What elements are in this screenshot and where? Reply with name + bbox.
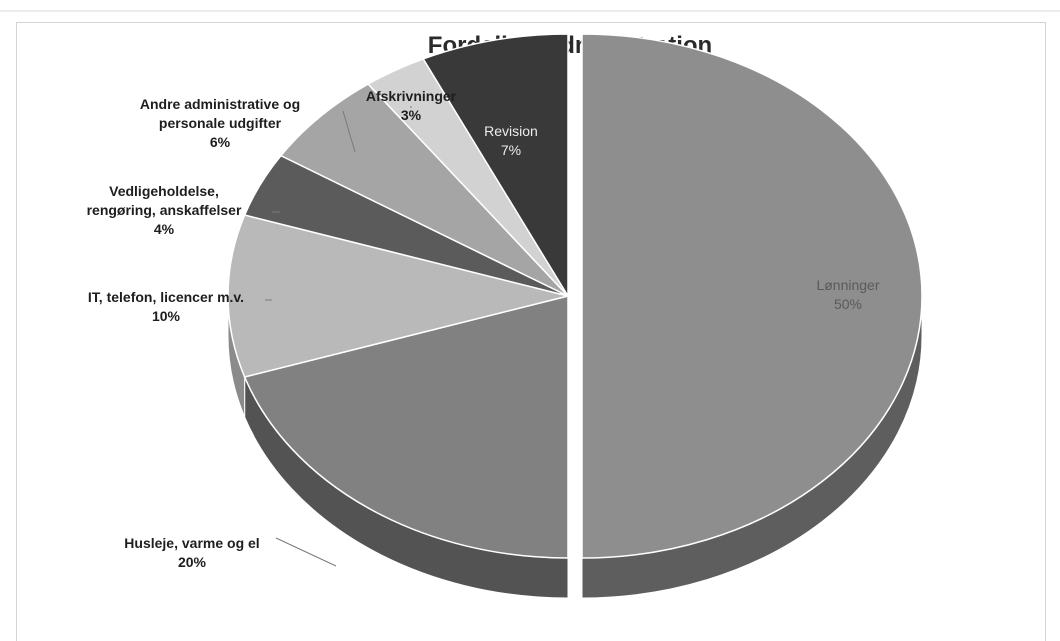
slice-husleje-varme-og-el-leader-line (276, 538, 336, 566)
slice-pct-label: 20% (178, 554, 207, 570)
slice-name-label: Vedligeholdelse, (109, 183, 219, 199)
slice-name-label: rengøring, anskaffelser (87, 202, 242, 218)
slice-name-label: personale udgifter (159, 115, 282, 131)
slice-vedligeholdelse-rengoring-anskaffelser-label: Vedligeholdelse, rengøring, anskaffelser 4… (87, 183, 242, 237)
slice-andre-administrative-og-personale-udgifter-label: Andre administrative og personale udgifte… (140, 96, 300, 150)
slice-name-label: Husleje, varme og el (124, 535, 259, 551)
slice-name-label: Andre administrative og (140, 96, 300, 112)
slice-name-label: Lønninger (816, 277, 879, 293)
slice-pct-label: 4% (154, 221, 175, 237)
slice-pct-label: 7% (501, 142, 521, 158)
slice-pct-label: 6% (210, 134, 231, 150)
slice-husleje-varme-og-el-label: Husleje, varme og el 20% (124, 535, 259, 570)
slice-name-label: Revision (484, 123, 538, 139)
pie-slices (228, 34, 922, 558)
slice-pct-label: 10% (152, 308, 181, 324)
slice-pct-label: 3% (401, 107, 422, 123)
slice-pct-label: 50% (834, 296, 862, 312)
slice-name-label: Afskrivninger (366, 88, 457, 104)
slice-name-label: IT, telefon, licencer m.v. (88, 289, 244, 305)
slice-it-telefon-licencer-m-v-label: IT, telefon, licencer m.v. 10% (88, 289, 244, 324)
slice-lonninger (582, 34, 922, 558)
